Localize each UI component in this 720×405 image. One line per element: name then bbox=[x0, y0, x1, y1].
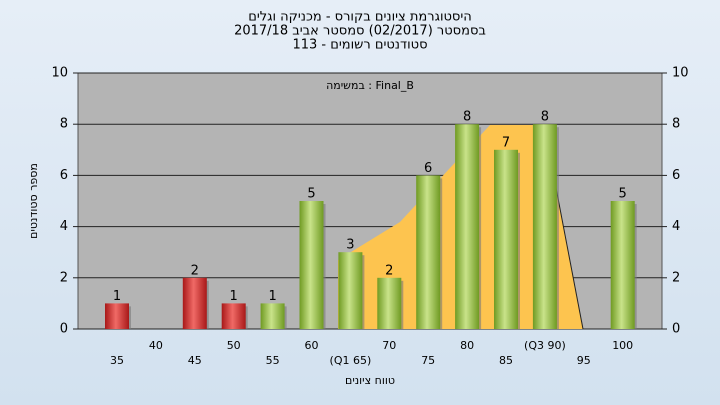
bar bbox=[455, 124, 480, 329]
x-tick-label: 85 bbox=[499, 354, 513, 367]
y-tick-label: 10 bbox=[51, 66, 68, 81]
y-tick-label: 8 bbox=[60, 117, 68, 132]
bar bbox=[260, 303, 285, 329]
chart-subtitle: בסמסטר (02/2017) סמסטר אביב 2017/18 bbox=[234, 24, 486, 39]
x-tick-label: 50 bbox=[227, 339, 241, 352]
bar bbox=[182, 277, 207, 329]
x-tick-label: (Q3 90) bbox=[524, 339, 566, 352]
x-tick-label: 35 bbox=[110, 354, 124, 367]
annotation: Final_B : במשימה bbox=[326, 79, 414, 92]
bar bbox=[221, 303, 246, 329]
value-label: 2 bbox=[385, 263, 393, 278]
x-tick-label: 75 bbox=[421, 354, 435, 367]
x-tick-label: 55 bbox=[266, 354, 280, 367]
bar bbox=[338, 252, 363, 329]
y-tick-label: 4 bbox=[60, 219, 68, 234]
x-tick-label: 100 bbox=[612, 339, 633, 352]
bar bbox=[299, 201, 324, 329]
bar bbox=[610, 201, 635, 329]
value-label: 8 bbox=[541, 110, 549, 125]
y2-tick-label: 2 bbox=[672, 270, 680, 285]
y-axis-label: מספר סטודנטים bbox=[27, 163, 40, 239]
bar bbox=[532, 124, 557, 329]
chart-title: היסטוגרמת ציונים בקורס - מכניקה וגלים bbox=[248, 10, 472, 25]
bar bbox=[377, 277, 402, 329]
y-tick-label: 2 bbox=[60, 270, 68, 285]
value-label: 1 bbox=[230, 289, 238, 304]
value-label: 1 bbox=[113, 289, 121, 304]
y2-tick-label: 8 bbox=[672, 117, 680, 132]
bar bbox=[416, 175, 441, 329]
x-axis-label: טווח ציונים bbox=[345, 374, 395, 387]
x-tick-label: 60 bbox=[305, 339, 319, 352]
y-tick-label: 6 bbox=[60, 168, 68, 183]
x-tick-label: 95 bbox=[577, 354, 591, 367]
value-label: 5 bbox=[619, 187, 627, 202]
value-label: 2 bbox=[191, 263, 199, 278]
chart-subtitle: סטודנטים רשומים - 113 bbox=[292, 38, 427, 53]
y2-tick-label: 0 bbox=[672, 322, 680, 337]
bar bbox=[494, 149, 518, 329]
x-tick-label: 45 bbox=[188, 354, 202, 367]
value-label: 6 bbox=[424, 161, 432, 176]
value-label: 5 bbox=[307, 187, 315, 202]
y-tick-label: 0 bbox=[60, 322, 68, 337]
y2-tick-label: 4 bbox=[672, 219, 680, 234]
value-label: 8 bbox=[463, 110, 471, 125]
value-label: 3 bbox=[346, 238, 354, 253]
x-tick-label: 80 bbox=[460, 339, 474, 352]
x-tick-label: 70 bbox=[382, 339, 396, 352]
x-tick-label: 40 bbox=[149, 339, 163, 352]
value-label: 7 bbox=[502, 135, 510, 150]
value-label: 1 bbox=[268, 289, 276, 304]
y2-tick-label: 10 bbox=[672, 66, 689, 81]
x-tick-label: (Q1 65) bbox=[330, 354, 372, 367]
y2-tick-label: 6 bbox=[672, 168, 680, 183]
bar bbox=[105, 303, 129, 329]
